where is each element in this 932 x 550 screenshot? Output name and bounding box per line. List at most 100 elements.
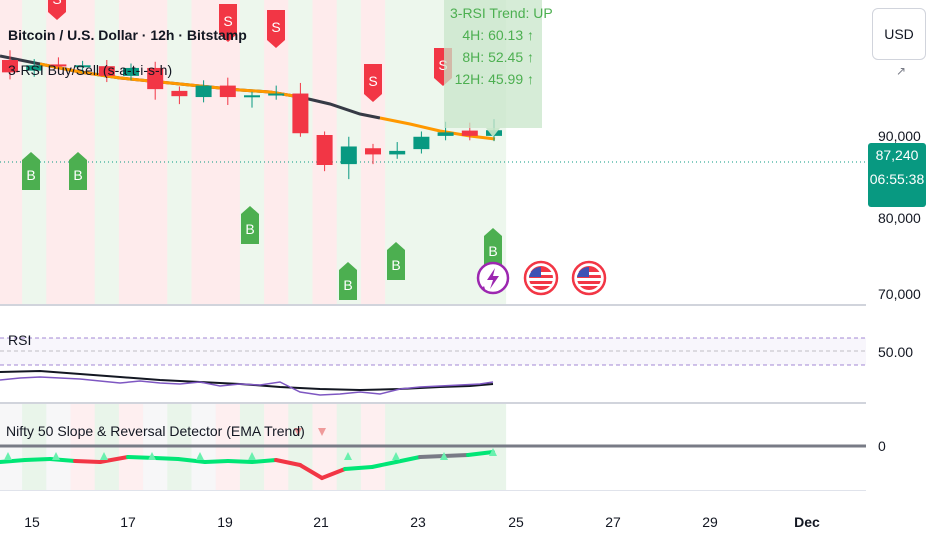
- slope-segment: [418, 454, 446, 459]
- candle-body: [98, 66, 115, 76]
- candle-body: [461, 130, 478, 136]
- bg-column: [46, 0, 71, 304]
- sell-signal: S: [364, 64, 382, 102]
- rsi-pane-label[interactable]: RSI: [8, 332, 32, 348]
- signal-letter: B: [488, 243, 497, 259]
- candle-body: [26, 65, 43, 71]
- reversal-down-marker: [294, 428, 302, 436]
- candle-body: [195, 85, 212, 98]
- signal-letter: B: [73, 167, 82, 183]
- symbol-title[interactable]: Bitcoin / U.S. Dollar · 12h · Bitstamp: [8, 27, 247, 43]
- slope-segment: [226, 459, 254, 464]
- signal-flag: [219, 4, 237, 42]
- time-label-23: 23: [410, 514, 426, 530]
- reversal-up-marker: [392, 452, 400, 460]
- slope-segment: [466, 450, 495, 457]
- sell-signal: S: [219, 4, 237, 42]
- buy-signal: B: [22, 152, 40, 190]
- bg-column: [70, 0, 95, 304]
- bg-column: [143, 0, 168, 304]
- sell-signal: S: [48, 0, 66, 20]
- slope-segment: [176, 457, 207, 464]
- candle-body: [171, 90, 188, 97]
- time-label-27: 27: [605, 514, 621, 530]
- signal-flag: [267, 10, 285, 48]
- bg-column: [239, 0, 265, 304]
- sell-signal: S: [267, 10, 285, 48]
- pane-separator-slope-time: [0, 490, 932, 491]
- signal-flag: [22, 152, 40, 190]
- slope-pane-label[interactable]: Nifty 50 Slope & Reversal Detector (EMA …: [6, 423, 305, 439]
- candle-body: [74, 65, 91, 68]
- reversal-up-marker: [4, 452, 12, 460]
- bg-column: [288, 0, 313, 304]
- trend-8h: 8H: 52.45 ↑: [462, 49, 534, 65]
- signal-flag: [241, 206, 259, 244]
- scale-mode-icon[interactable]: ↗: [896, 64, 907, 78]
- candlestick-series: [2, 50, 502, 180]
- candle-body: [389, 150, 406, 155]
- signal-letter: B: [343, 277, 352, 293]
- slope-segment: [250, 458, 278, 464]
- slope-segment: [98, 455, 130, 464]
- buy-signal-group: B B B B B B: [22, 152, 502, 300]
- currency-button[interactable]: USD: [872, 8, 926, 60]
- signal-letter: S: [52, 0, 61, 7]
- last-price-value: 87,240: [875, 147, 919, 163]
- us-flag-event-icon[interactable]: [523, 260, 559, 296]
- bg-column: [94, 0, 119, 304]
- slope-segment: [320, 467, 347, 480]
- bg-column: [0, 0, 23, 304]
- signal-flag: [48, 0, 66, 20]
- ema-line-orange: [39, 62, 301, 99]
- buy-signal: B: [69, 152, 87, 190]
- slope-segment: [274, 458, 302, 467]
- rsi-trend-box: 3-RSI Trend: UP 4H: 60.13 ↑ 8H: 52.45 ↑ …: [444, 0, 553, 137]
- candle-body: [316, 135, 333, 165]
- time-label-25: 25: [508, 514, 524, 530]
- trend-box-pointer-icon: [486, 128, 500, 137]
- pane-separator-rsi-slope[interactable]: [0, 402, 932, 404]
- signal-letter: S: [223, 13, 232, 29]
- price-label-90000: 90,000: [878, 128, 921, 144]
- bar-countdown: 06:55:38: [869, 171, 925, 187]
- reversal-up-marker: [248, 452, 256, 460]
- signal-letter: B: [26, 167, 35, 183]
- sell-signal-group: S S S S S: [48, 0, 452, 102]
- candle-body: [219, 85, 236, 98]
- pane-separator-main-rsi[interactable]: [0, 304, 932, 306]
- trend-title: 3-RSI Trend: UP: [450, 5, 553, 21]
- time-label-21: 21: [313, 514, 329, 530]
- candle-body: [123, 67, 139, 76]
- chart-area[interactable]: S S S S S B B B B B B: [0, 0, 866, 510]
- reversal-up-marker: [100, 452, 108, 460]
- candle-body: [50, 64, 67, 67]
- indicator-label-main[interactable]: 3-RSI Buy/Sell (s-a-t-i-s-h): [8, 62, 173, 78]
- signal-flag: [69, 152, 87, 190]
- trend-4h: 4H: 60.13 ↑: [462, 27, 534, 43]
- price-label-70000: 70,000: [878, 286, 921, 302]
- buy-signal: B: [387, 242, 405, 280]
- last-price-tag: 87,240 06:55:38: [868, 143, 926, 207]
- chart-canvas[interactable]: S S S S S B B B B B B: [0, 0, 866, 510]
- candle-body: [147, 67, 164, 90]
- reversal-up-marker: [489, 448, 497, 456]
- slope-ema-line: [0, 450, 495, 480]
- reversal-down-marker: [318, 428, 326, 436]
- trend-background-shading: [0, 0, 507, 304]
- bg-column: [191, 0, 216, 304]
- ema-line-orange-right: [379, 116, 496, 141]
- bg-column: [215, 0, 240, 304]
- reversal-up-marker: [344, 452, 352, 460]
- candle-body: [365, 148, 381, 155]
- us-flag-event-icon-2[interactable]: [571, 260, 607, 296]
- slope-segment: [394, 455, 422, 464]
- bg-column: [167, 0, 192, 304]
- price-scale[interactable]: [866, 0, 932, 510]
- slope-segment: [73, 459, 102, 464]
- rsi-line: [0, 376, 494, 396]
- slope-segment: [203, 459, 230, 464]
- slope-segment: [298, 463, 324, 480]
- lightning-event-icon[interactable]: [476, 261, 510, 295]
- buy-signal: B: [241, 206, 259, 244]
